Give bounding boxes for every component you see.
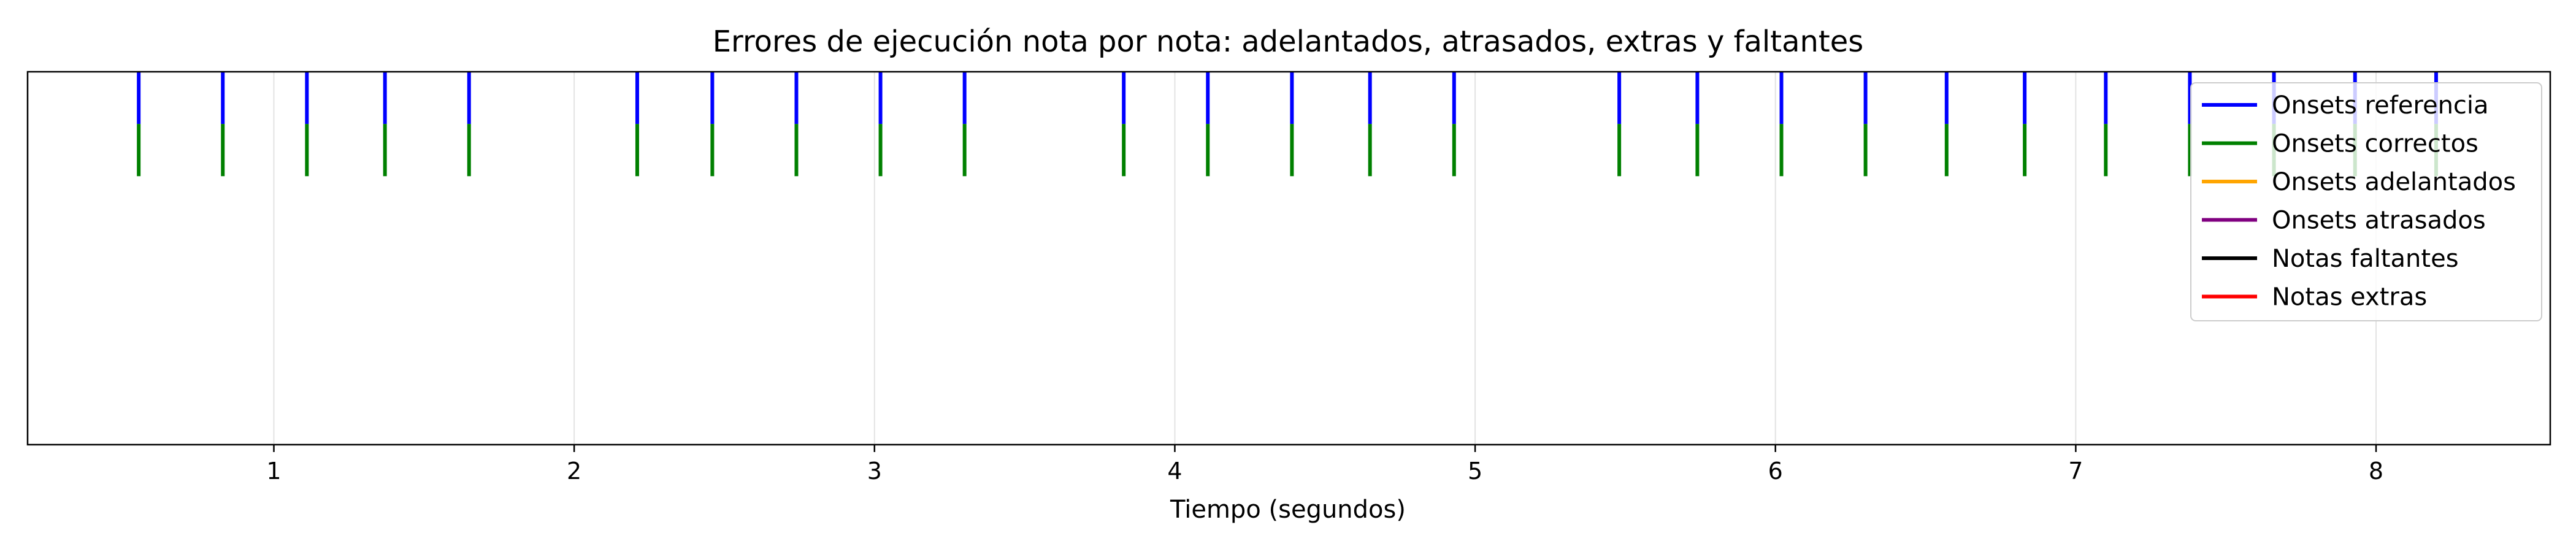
x-tick-label: 6 (1768, 458, 1783, 485)
x-tick-label: 3 (867, 458, 882, 485)
series-marks (137, 124, 2438, 177)
chart-title: Errores de ejecución nota por nota: adel… (713, 25, 1864, 59)
x-tick-label: 2 (567, 458, 581, 485)
legend-entry: Onsets atrasados (2272, 207, 2486, 235)
x-tick-label: 8 (2369, 458, 2383, 485)
legend-entry: Notas faltantes (2272, 245, 2459, 273)
x-tick-label: 4 (1167, 458, 1182, 485)
series-marks (137, 72, 2438, 125)
legend-entry: Onsets adelantados (2272, 168, 2516, 196)
legend-box (2190, 82, 2542, 321)
x-axis: 1 2 3 4 5 6 7 8 (266, 445, 2383, 485)
legend-entry: Onsets correctos (2272, 130, 2478, 158)
legend-entry: Notas extras (2272, 283, 2427, 312)
legend-entry: Onsets referencia (2272, 91, 2489, 120)
x-tick-label: 7 (2068, 458, 2083, 485)
plot-marks (137, 72, 2438, 177)
x-tick-label: 5 (1468, 458, 1482, 485)
grid-lines (273, 72, 2377, 445)
x-tick-label: 1 (266, 458, 281, 485)
legend: Onsets referencia Onsets correctos Onsets … (2190, 82, 2542, 321)
plot-frame (26, 71, 2551, 446)
x-axis-label: Tiempo (segundos) (1170, 496, 1406, 524)
